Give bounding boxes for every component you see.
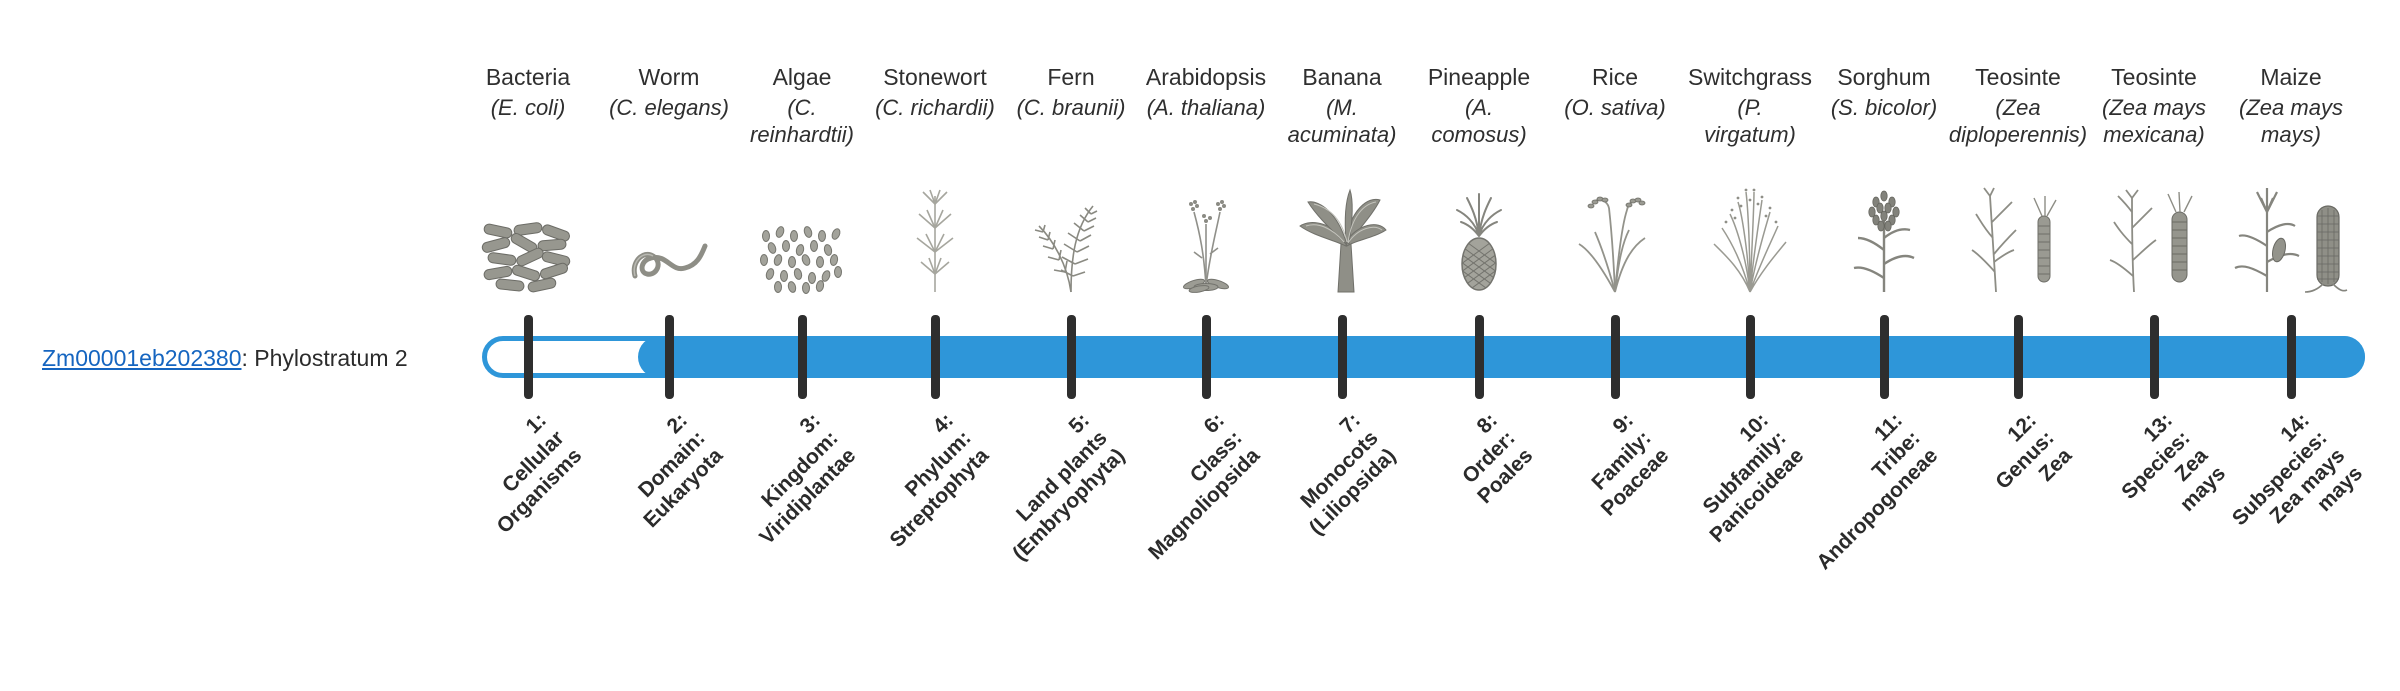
organism-name: Pineapple: [1427, 64, 1531, 90]
banana-plant-illustration: [1267, 170, 1417, 294]
tick-mark-7: [1338, 315, 1347, 399]
organism-column-pineapple: Pineapple (A. comosus): [1404, 62, 1554, 294]
stonewort-illustration: [860, 170, 1010, 294]
arabidopsis-illustration: [1131, 170, 1281, 294]
organism-name: Algae: [772, 64, 832, 90]
organism-column-teosinte-mexicana: Teosinte (Zea mays mexicana): [2079, 62, 2229, 294]
tick-mark-2: [665, 315, 674, 399]
organism-column-worm: Worm (C. elegans): [594, 62, 744, 294]
tick-mark-12: [2014, 315, 2023, 399]
organism-scientific-name: (A. comosus): [1431, 95, 1527, 147]
organism-column-switchgrass: Switchgrass (P. virgatum): [1675, 62, 1825, 294]
bacteria-illustration: [453, 170, 603, 294]
organism-column-stonewort: Stonewort (C. richardii): [860, 62, 1010, 294]
organism-scientific-name: (P. virgatum): [1704, 95, 1796, 147]
organism-column-rice: Rice (O. sativa): [1540, 62, 1690, 294]
tick-mark-14: [2287, 315, 2296, 399]
tick-mark-11: [1880, 315, 1889, 399]
organism-name: Stonewort: [883, 64, 987, 90]
tick-mark-1: [524, 315, 533, 399]
rice-plant-illustration: [1540, 170, 1690, 294]
organism-column-arabidopsis: Arabidopsis (A. thaliana): [1131, 62, 1281, 294]
organism-name: Rice: [1591, 64, 1638, 90]
organism-scientific-name: (C. richardii): [875, 95, 995, 120]
gene-label: Zm00001eb202380: Phylostratum 2: [42, 343, 408, 373]
organism-scientific-name: (M. acuminata): [1287, 95, 1397, 147]
organism-column-sorghum: Sorghum (S. bicolor): [1809, 62, 1959, 294]
phylostratum-bar: [482, 336, 2365, 378]
organism-column-banana: Banana (M. acuminata): [1267, 62, 1417, 294]
tick-mark-13: [2150, 315, 2159, 399]
organism-scientific-name: (C. reinhardtii): [750, 95, 854, 147]
organism-scientific-name: (Zea mays mexicana): [2102, 95, 2206, 147]
organism-scientific-name: (O. sativa): [1564, 95, 1666, 120]
organism-column-fern: Fern (C. braunii): [996, 62, 1146, 294]
green-algae-illustration: [727, 170, 877, 294]
tick-mark-9: [1611, 315, 1620, 399]
phylostratum-bar-fill: [638, 336, 2365, 378]
organism-column-teosinte-diploperennis: Teosinte (Zea diploperennis): [1943, 62, 2093, 294]
tick-mark-6: [1202, 315, 1211, 399]
tick-mark-4: [931, 315, 940, 399]
organism-scientific-name: (S. bicolor): [1830, 95, 1938, 120]
phylostratum-label-14-wrap: 14: Subspecies: Zea mays mays: [1997, 408, 2367, 530]
organism-scientific-name: (Zea diploperennis): [1948, 95, 2088, 147]
organism-name: Worm: [638, 64, 700, 90]
organism-scientific-name: (C. braunii): [1016, 95, 1126, 120]
teosinte-mexicana-illustration: [2079, 170, 2229, 294]
organism-name: Teosinte: [2111, 64, 2197, 90]
fern-illustration: [996, 170, 1146, 294]
organism-name: Banana: [1302, 64, 1382, 90]
organism-column-maize: Maize (Zea mays mays): [2216, 62, 2366, 294]
pineapple-illustration: [1404, 170, 1554, 294]
organism-name: Arabidopsis: [1145, 64, 1267, 90]
maize-illustration: [2216, 170, 2366, 294]
organism-name: Bacteria: [485, 64, 571, 90]
switchgrass-illustration: [1675, 170, 1825, 294]
teosinte-diploperennis-illustration: [1943, 170, 2093, 294]
organism-name: Fern: [1047, 64, 1095, 90]
organism-scientific-name: (C. elegans): [609, 95, 729, 120]
organism-name: Teosinte: [1975, 64, 2061, 90]
gene-phylostratum-text: : Phylostratum 2: [241, 345, 408, 371]
organism-column-algae: Algae (C. reinhardtii): [727, 62, 877, 294]
organism-column-bacteria: Bacteria (E. coli): [453, 62, 603, 294]
organism-scientific-name: (A. thaliana): [1146, 95, 1266, 120]
organism-scientific-name: (E. coli): [490, 95, 566, 120]
worm-illustration: [594, 170, 744, 294]
organism-name: Switchgrass: [1688, 64, 1812, 90]
organism-name: Sorghum: [1837, 64, 1931, 90]
sorghum-illustration: [1809, 170, 1959, 294]
organism-scientific-name: (Zea mays mays): [2239, 95, 2343, 147]
tick-mark-5: [1067, 315, 1076, 399]
organism-name: Maize: [2260, 64, 2322, 90]
gene-id-link[interactable]: Zm00001eb202380: [42, 345, 242, 371]
tick-mark-10: [1746, 315, 1755, 399]
tick-mark-3: [798, 315, 807, 399]
tick-mark-8: [1475, 315, 1484, 399]
